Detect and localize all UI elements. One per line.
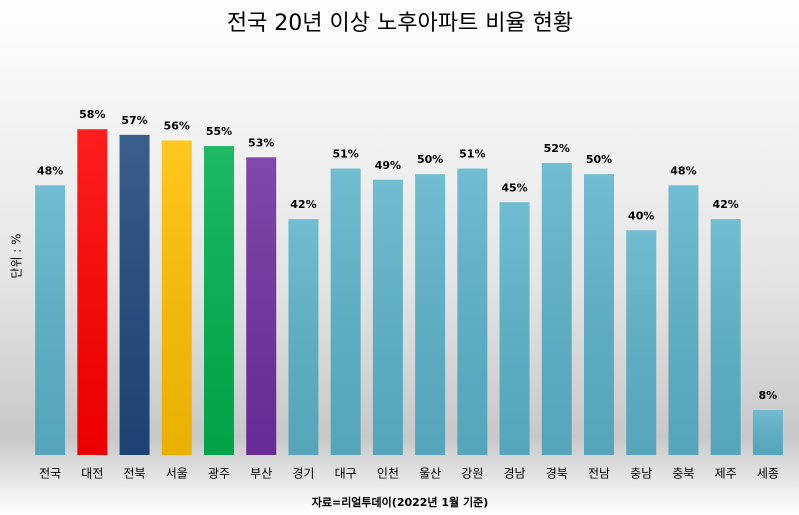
bar	[584, 174, 614, 455]
value-label: 48%	[37, 164, 63, 177]
bar	[626, 230, 657, 455]
chart-title: 전국 20년 이상 노후아파트 비율 현황	[227, 11, 573, 36]
x-tick-label: 울산	[419, 467, 441, 481]
x-tick-label: 세종	[757, 467, 779, 481]
x-tick-label: 전남	[588, 467, 610, 481]
x-tick-label: 부산	[250, 467, 272, 481]
value-label: 49%	[375, 159, 401, 172]
bar	[204, 146, 234, 456]
value-label: 42%	[712, 198, 738, 211]
x-tick-label: 대구	[335, 467, 357, 481]
value-label: 58%	[79, 108, 105, 121]
x-tick-label: 광주	[208, 467, 230, 481]
x-tick-label: 제주	[715, 467, 737, 481]
value-label: 56%	[164, 119, 190, 132]
x-tick-label: 경남	[504, 467, 526, 481]
bar	[330, 168, 361, 456]
value-label: 50%	[417, 153, 443, 166]
x-tick-label: 전북	[124, 467, 146, 481]
x-tick-label: 서울	[166, 467, 188, 481]
bar	[119, 134, 150, 455]
y-axis-label: 단위 : %	[10, 233, 24, 278]
x-tick-label: 충북	[672, 467, 694, 481]
value-label: 8%	[759, 389, 778, 402]
x-tick-label: 전국	[39, 467, 61, 481]
x-tick-label: 대전	[81, 467, 103, 481]
value-label: 45%	[501, 181, 527, 194]
bar	[710, 219, 741, 455]
x-tick-label: 경북	[546, 467, 568, 481]
bar	[499, 202, 530, 455]
bar	[457, 168, 488, 456]
bar	[77, 129, 108, 455]
x-tick-label: 강원	[461, 467, 483, 481]
value-label: 40%	[628, 209, 654, 222]
value-label: 42%	[290, 198, 316, 211]
bar	[372, 179, 403, 456]
bar	[288, 219, 319, 455]
x-tick-label: 인천	[377, 466, 399, 481]
value-label: 52%	[544, 142, 570, 155]
bar	[161, 140, 192, 455]
bar	[35, 185, 66, 455]
value-label: 57%	[121, 114, 147, 127]
value-label: 48%	[670, 164, 696, 177]
value-label: 55%	[206, 125, 232, 138]
bar	[541, 162, 572, 455]
value-label: 53%	[248, 136, 274, 149]
bar	[668, 185, 699, 455]
x-tick-label: 충남	[630, 467, 652, 481]
bar	[415, 174, 446, 455]
bar	[752, 410, 783, 455]
source-note: 자료=리얼투데이(2022년 1월 기준)	[312, 495, 489, 509]
value-label: 51%	[459, 148, 485, 161]
bar	[246, 157, 277, 456]
x-tick-label: 경기	[292, 467, 314, 481]
value-label: 51%	[332, 148, 358, 161]
value-label: 50%	[586, 153, 612, 166]
